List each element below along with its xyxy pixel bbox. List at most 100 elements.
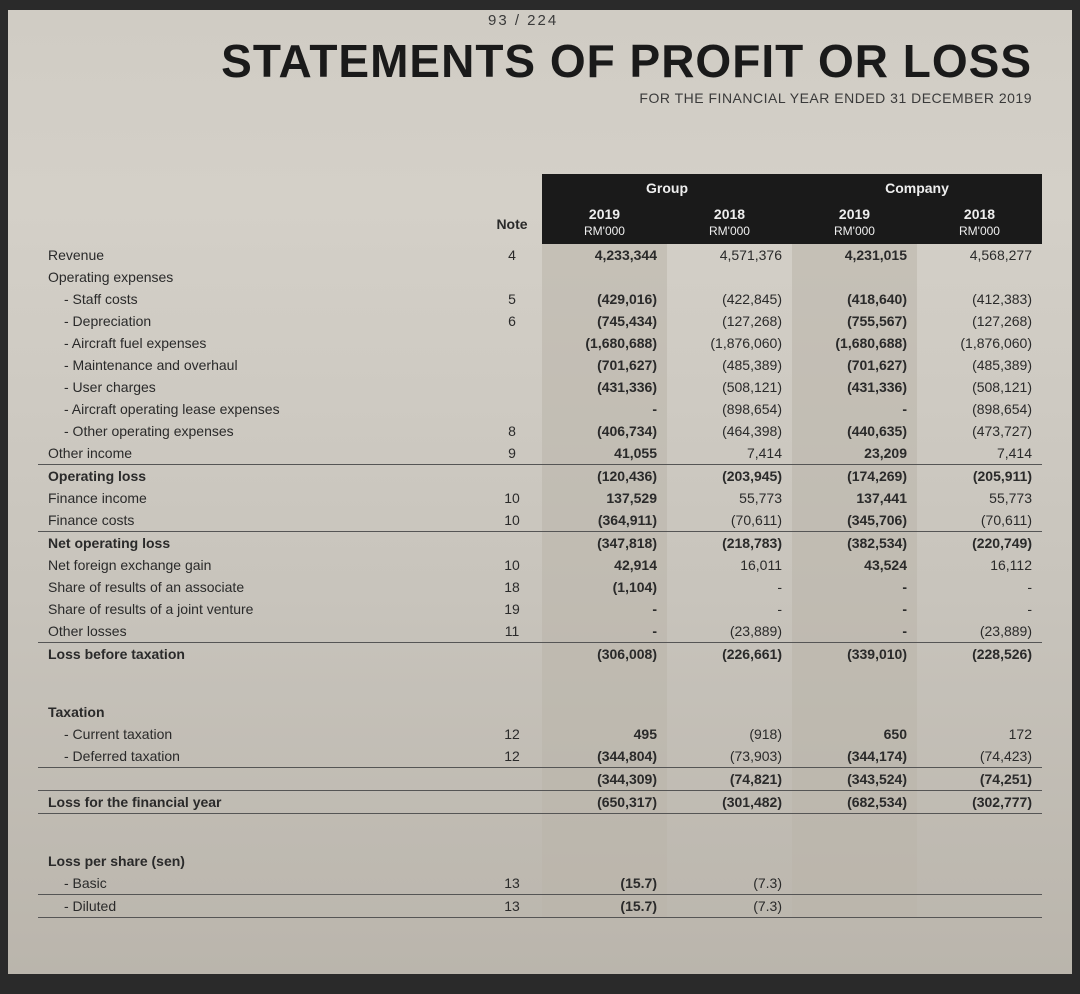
table-row: - Deferred taxation12(344,804)(73,903)(3…	[38, 745, 1042, 768]
company-2018-cell: 7,414	[917, 442, 1042, 465]
company-2019-cell	[792, 814, 917, 851]
company-2019-cell: -	[792, 576, 917, 598]
company-2019-cell: (382,534)	[792, 532, 917, 555]
table-row: Operating expenses	[38, 266, 1042, 288]
row-label: Loss for the financial year	[38, 791, 482, 814]
note-cell	[482, 665, 542, 701]
table-row	[38, 814, 1042, 851]
company-2019-cell: (345,706)	[792, 509, 917, 532]
note-cell: 4	[482, 244, 542, 266]
table-row: - Staff costs5(429,016)(422,845)(418,640…	[38, 288, 1042, 310]
note-cell: 13	[482, 895, 542, 918]
note-cell	[482, 376, 542, 398]
table-row: Share of results of a joint venture19---…	[38, 598, 1042, 620]
note-cell: 6	[482, 310, 542, 332]
row-label: Share of results of an associate	[38, 576, 482, 598]
company-2019-cell: (343,524)	[792, 768, 917, 791]
group-2019-year: 2019	[542, 202, 667, 224]
row-label: Other losses	[38, 620, 482, 643]
group-2019-cell: -	[542, 598, 667, 620]
group-2019-cell: (306,008)	[542, 643, 667, 666]
company-2018-cell: (74,251)	[917, 768, 1042, 791]
table-row: - Aircraft fuel expenses(1,680,688)(1,87…	[38, 332, 1042, 354]
company-2019-cell: (755,567)	[792, 310, 917, 332]
group-2018-cell: (203,945)	[667, 465, 792, 488]
note-cell	[482, 332, 542, 354]
company-2019-cell: -	[792, 620, 917, 643]
company-2018-year: 2018	[917, 202, 1042, 224]
statement-table-wrapper: Group Company Note 2019 2018 2019 2018 R…	[8, 114, 1072, 918]
group-2019-cell: (120,436)	[542, 465, 667, 488]
company-2019-cell	[792, 701, 917, 723]
company-2019-cell: -	[792, 598, 917, 620]
group-2018-cell	[667, 665, 792, 701]
note-cell: 19	[482, 598, 542, 620]
group-2018-cell: 16,011	[667, 554, 792, 576]
note-header: Note	[482, 202, 542, 244]
table-row: - Basic13(15.7)(7.3)	[38, 872, 1042, 895]
header-spacer	[38, 174, 482, 202]
group-2018-cell: (7.3)	[667, 872, 792, 895]
group-2018-cell: (508,121)	[667, 376, 792, 398]
group-2018-cell: (226,661)	[667, 643, 792, 666]
group-2019-cell: (701,627)	[542, 354, 667, 376]
note-cell: 18	[482, 576, 542, 598]
row-label: - User charges	[38, 376, 482, 398]
company-2019-unit: RM'000	[792, 224, 917, 244]
company-2019-cell: (344,174)	[792, 745, 917, 768]
group-2019-cell: (15.7)	[542, 872, 667, 895]
note-cell: 10	[482, 487, 542, 509]
table-row: Net operating loss(347,818)(218,783)(382…	[38, 532, 1042, 555]
group-2019-cell	[542, 850, 667, 872]
row-label: Net foreign exchange gain	[38, 554, 482, 576]
row-label	[38, 665, 482, 701]
table-row: (344,309)(74,821)(343,524)(74,251)	[38, 768, 1042, 791]
group-2019-cell: (406,734)	[542, 420, 667, 442]
table-row: Loss before taxation(306,008)(226,661)(3…	[38, 643, 1042, 666]
company-2019-cell: (174,269)	[792, 465, 917, 488]
company-2019-cell	[792, 895, 917, 918]
note-cell	[482, 814, 542, 851]
company-2019-cell: (701,627)	[792, 354, 917, 376]
group-2018-cell: (464,398)	[667, 420, 792, 442]
company-2019-cell: -	[792, 398, 917, 420]
table-row: Finance income10137,52955,773137,44155,7…	[38, 487, 1042, 509]
group-2018-year: 2018	[667, 202, 792, 224]
note-cell	[482, 354, 542, 376]
group-2019-cell: 41,055	[542, 442, 667, 465]
row-label: Taxation	[38, 701, 482, 723]
company-2018-cell: (1,876,060)	[917, 332, 1042, 354]
group-2018-cell: (74,821)	[667, 768, 792, 791]
note-cell	[482, 850, 542, 872]
note-cell	[482, 701, 542, 723]
company-2019-cell: 23,209	[792, 442, 917, 465]
group-2019-cell: (745,434)	[542, 310, 667, 332]
company-2018-cell	[917, 814, 1042, 851]
group-2019-cell: (347,818)	[542, 532, 667, 555]
row-label: - Current taxation	[38, 723, 482, 745]
group-2019-unit: RM'000	[542, 224, 667, 244]
note-cell: 5	[482, 288, 542, 310]
group-2019-cell: (364,911)	[542, 509, 667, 532]
note-cell: 9	[482, 442, 542, 465]
company-2018-cell: -	[917, 576, 1042, 598]
row-label: Share of results of a joint venture	[38, 598, 482, 620]
group-2018-cell: (218,783)	[667, 532, 792, 555]
group-2019-cell	[542, 814, 667, 851]
group-2019-cell: 495	[542, 723, 667, 745]
year-row: Note 2019 2018 2019 2018	[38, 202, 1042, 224]
company-2018-cell: (473,727)	[917, 420, 1042, 442]
company-2018-cell: (70,611)	[917, 509, 1042, 532]
row-label: - Staff costs	[38, 288, 482, 310]
company-2018-cell: 172	[917, 723, 1042, 745]
page-title: STATEMENTS OF PROFIT OR LOSS	[8, 34, 1032, 88]
group-header-row: Group Company	[38, 174, 1042, 202]
group-2019-cell: (15.7)	[542, 895, 667, 918]
page-subtitle: FOR THE FINANCIAL YEAR ENDED 31 DECEMBER…	[8, 90, 1032, 106]
company-2019-cell	[792, 266, 917, 288]
group-2018-cell: 4,571,376	[667, 244, 792, 266]
group-2019-cell	[542, 266, 667, 288]
table-row: Net foreign exchange gain1042,91416,0114…	[38, 554, 1042, 576]
row-label: Finance costs	[38, 509, 482, 532]
company-2019-cell: (1,680,688)	[792, 332, 917, 354]
